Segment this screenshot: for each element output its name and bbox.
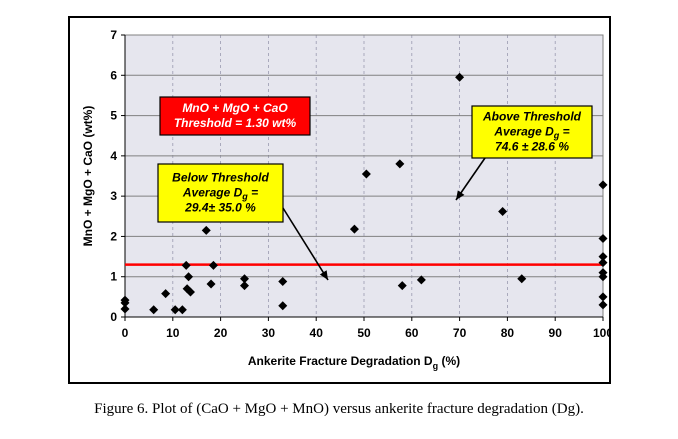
data-point (181, 260, 191, 270)
x-axis-title-subscript: g (433, 361, 439, 371)
data-point (397, 281, 407, 291)
x-tick-label: 50 (357, 326, 371, 340)
above-threshold-box-line: Average Dg = (493, 125, 569, 141)
above-threshold-box-text: 74.6 ± 28.6 % (495, 140, 569, 154)
data-point (598, 180, 608, 190)
below-threshold-box-line: Below Threshold (172, 171, 269, 185)
y-tick-label: 3 (110, 189, 117, 203)
above-threshold-box-text: Above Threshold (482, 110, 582, 124)
above-threshold-box (471, 105, 593, 159)
data-point (455, 72, 465, 82)
y-tick-label: 2 (110, 229, 117, 243)
data-point (120, 304, 130, 314)
threshold-box-line: MnO + MgO + CaO (182, 101, 288, 115)
x-tick-label: 80 (501, 326, 515, 340)
above-threshold-box-line: Above Threshold (482, 110, 582, 124)
data-point (208, 260, 218, 270)
x-tick-label: 0 (122, 326, 129, 340)
data-point (185, 287, 195, 297)
data-point (598, 272, 608, 282)
data-point (240, 281, 249, 291)
y-tick-label: 6 (110, 68, 117, 82)
above-threshold-arrow-head (456, 190, 465, 200)
x-tick-label: 40 (310, 326, 324, 340)
data-point (120, 295, 130, 305)
x-tick-label: 60 (405, 326, 419, 340)
data-point (278, 301, 288, 311)
below-threshold-box-text: 29.4± 35.0 % (184, 201, 256, 215)
below-threshold-box-line: Average Dg = (182, 186, 258, 202)
data-point (184, 272, 194, 282)
x-tick-label: 100 (593, 326, 609, 340)
x-axis-title-main: Ankerite Fracture Degradation D (248, 354, 433, 368)
data-point (517, 274, 527, 284)
threshold-box-text: Threshold = 1.30 wt% (174, 116, 297, 130)
figure-frame: 012345670102030405060708090100Ankerite F… (68, 16, 611, 384)
data-point (206, 279, 216, 289)
x-tick-label: 70 (453, 326, 467, 340)
data-point (240, 274, 249, 284)
threshold-box-line: Threshold = 1.30 wt% (174, 116, 297, 130)
y-tick-label: 4 (110, 149, 117, 163)
data-point (395, 159, 405, 169)
below-threshold-arrow (282, 207, 329, 281)
data-point (598, 292, 608, 302)
below-threshold-box-line: 29.4± 35.0 % (184, 201, 256, 215)
data-point (598, 252, 608, 262)
x-tick-label: 10 (166, 326, 180, 340)
threshold-box (159, 96, 311, 136)
x-tick-label: 30 (262, 326, 276, 340)
x-tick-label: 90 (549, 326, 563, 340)
above-threshold-box-text: g (553, 131, 560, 141)
y-axis-title: MnO + MgO + CaO (wt%) (81, 106, 95, 247)
below-threshold-arrow-head (319, 270, 328, 280)
threshold-box-text: MnO + MgO + CaO (182, 101, 288, 115)
data-point (149, 305, 159, 315)
data-point (161, 289, 171, 299)
below-threshold-box-text: g (241, 192, 248, 202)
x-axis-title: Ankerite Fracture Degradation Dg (%) (248, 354, 460, 371)
below-threshold-box-text: Below Threshold (172, 171, 269, 185)
x-tick-label: 20 (214, 326, 228, 340)
x-axis-title-unit: (%) (438, 354, 460, 368)
data-point (201, 225, 211, 235)
data-point (349, 224, 359, 234)
above-threshold-box-text: Average D (493, 125, 554, 139)
below-threshold-box (157, 163, 284, 223)
data-point (598, 300, 608, 310)
scatter-chart: 012345670102030405060708090100Ankerite F… (81, 28, 609, 371)
y-tick-label: 7 (110, 28, 117, 42)
below-threshold-box-text: = (248, 186, 258, 200)
data-point (498, 206, 508, 216)
data-point (416, 275, 426, 285)
data-point (177, 305, 187, 315)
y-tick-label: 1 (110, 270, 117, 284)
above-threshold-box-text: = (559, 125, 569, 139)
below-threshold-box-text: Average D (182, 186, 243, 200)
data-point (598, 258, 608, 268)
y-tick-label: 5 (110, 109, 117, 123)
data-point (278, 277, 288, 287)
y-tick-label: 0 (110, 310, 117, 324)
above-threshold-box-line: 74.6 ± 28.6 % (495, 140, 569, 154)
data-point (361, 169, 371, 179)
figure-caption: Figure 6. Plot of (CaO + MgO + MnO) vers… (94, 401, 584, 417)
data-point (170, 305, 180, 315)
data-point (598, 233, 608, 243)
